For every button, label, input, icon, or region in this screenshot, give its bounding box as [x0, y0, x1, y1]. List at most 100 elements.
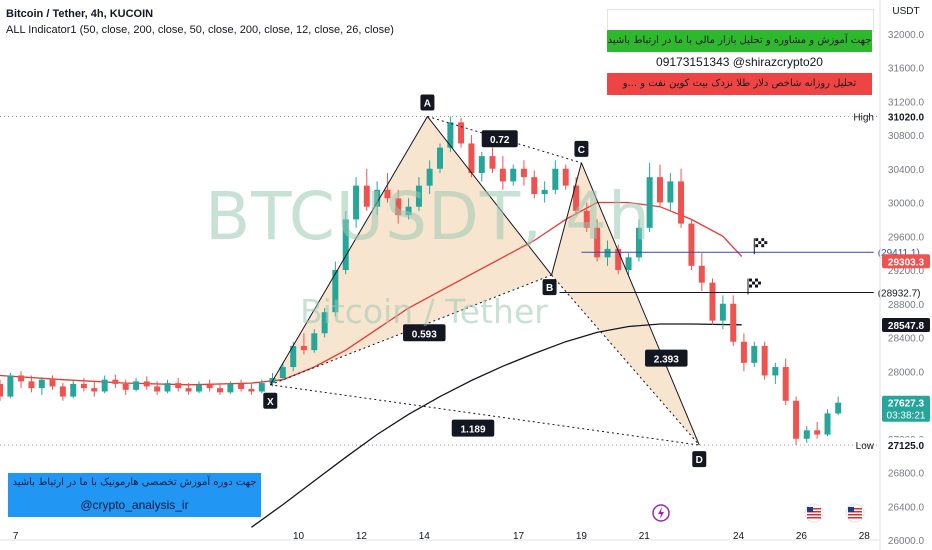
candle-body: [730, 303, 737, 342]
candle-body: [594, 227, 601, 258]
candle-body: [646, 177, 653, 228]
candle-body: [615, 248, 622, 270]
candle-body: [217, 388, 223, 393]
candle-body: [520, 168, 527, 178]
grid: High Low: [0, 112, 880, 452]
point-label-d: D: [696, 455, 703, 466]
x-tick-label: 7: [13, 531, 19, 542]
price-badge: [882, 318, 930, 333]
candle-body: [143, 381, 150, 387]
x-tick-label: 10: [293, 531, 305, 542]
candle-body: [478, 156, 485, 173]
flag-cell: [758, 241, 762, 245]
flag-stripe: [848, 511, 862, 513]
x-tick-label: 12: [356, 531, 368, 542]
indicator-legend[interactable]: ALL Indicator1 (50, close, 200, close, 5…: [6, 24, 394, 36]
candle-body: [258, 383, 265, 392]
candle-body: [238, 383, 245, 389]
price-badge-label: 27627.3: [888, 399, 925, 410]
flag-cell: [758, 284, 761, 288]
ratio-box: [451, 419, 495, 437]
y-tick-label: 26400.0: [888, 502, 925, 513]
candle-body: [814, 430, 821, 435]
candle-body: [625, 257, 632, 270]
candle-body: [175, 383, 182, 389]
pattern-leg-cd: [580, 162, 700, 446]
candle-body: [583, 210, 590, 228]
y-tick-label: 30000.0: [888, 199, 925, 210]
candle-body: [709, 282, 716, 321]
candle-body: [667, 181, 674, 203]
y-tick-label: 32000.0: [888, 30, 925, 41]
candle-body: [133, 381, 140, 390]
countdown-label: 03:38:21: [887, 411, 926, 422]
candle-body: [7, 375, 14, 397]
y-tick-label: 31200.0: [888, 97, 925, 108]
y-tick-label: 30800.0: [888, 131, 925, 142]
candle-body: [206, 384, 213, 389]
ratio-box: [645, 349, 688, 367]
lightning-icon: [652, 504, 670, 522]
candle-body: [635, 227, 642, 258]
price-badge-label: 28547.8: [888, 321, 925, 332]
price-badge: [881, 108, 931, 124]
candle-body: [395, 198, 402, 216]
candle-body: [510, 168, 517, 182]
ratio-label: 1.189: [460, 425, 485, 436]
candle-body: [426, 168, 433, 186]
price-badge: [881, 437, 931, 453]
candle-body: [248, 388, 255, 392]
candle-body: [573, 185, 580, 211]
promo-box: جهت دوره آموزش تخصصی هارمونیک با ما در ا…: [8, 473, 261, 517]
candle-body: [698, 265, 705, 283]
flag-stripe: [848, 517, 862, 519]
candle-body: [49, 379, 56, 387]
flag-stripe: [807, 511, 821, 513]
flag-cell: [758, 244, 762, 248]
y-tick-label: 31600.0: [888, 64, 925, 75]
ma200-line: [251, 323, 742, 528]
flag-cell: [755, 241, 759, 245]
flag-stripe: [848, 508, 862, 510]
flag-cell: [755, 244, 759, 248]
candle-body: [458, 122, 465, 144]
candle-body: [761, 345, 768, 376]
candle-body: [437, 147, 443, 169]
pattern-leg-ab: [427, 116, 552, 276]
flag-cell: [758, 278, 761, 282]
y-tick-label: 28000.0: [888, 367, 925, 378]
price-badge: [882, 254, 930, 269]
flag-cell: [764, 241, 768, 245]
candle-body: [18, 375, 25, 382]
candle-body: [782, 367, 789, 401]
flag-stripe: [807, 514, 821, 516]
x-tick-label: 17: [513, 531, 525, 542]
flag-stripe: [807, 508, 821, 510]
x-tick-label: 26: [796, 531, 808, 542]
flag-cell: [761, 238, 765, 242]
flag-cell: [749, 284, 752, 288]
candle-body: [751, 345, 758, 363]
candle-body: [363, 185, 370, 207]
us-flag-icon: [804, 503, 824, 523]
candle-body: [185, 388, 192, 392]
candle-body: [28, 381, 35, 389]
candle-body: [835, 402, 842, 414]
flag-cell: [752, 281, 755, 285]
candle-body: [541, 189, 548, 195]
level-label-low: Low: [856, 441, 875, 452]
finish-flag-icon: [753, 238, 768, 255]
candle-body: [300, 345, 307, 351]
candle-body: [499, 168, 506, 182]
candle-body: [405, 206, 412, 216]
promo-line-1: جهت دوره آموزش تخصصی هارمونیک با ما در ا…: [12, 477, 257, 488]
y-tick-label: 29600.0: [888, 232, 925, 243]
flag-cell: [755, 278, 758, 282]
y-tick-label: 28800.0: [888, 300, 925, 311]
point-marker-c: [574, 140, 589, 157]
candle-body: [604, 248, 611, 258]
info-box-blank: [607, 9, 874, 31]
candle-body: [657, 177, 663, 203]
flag-cell: [752, 284, 755, 288]
candle-body: [688, 223, 695, 266]
